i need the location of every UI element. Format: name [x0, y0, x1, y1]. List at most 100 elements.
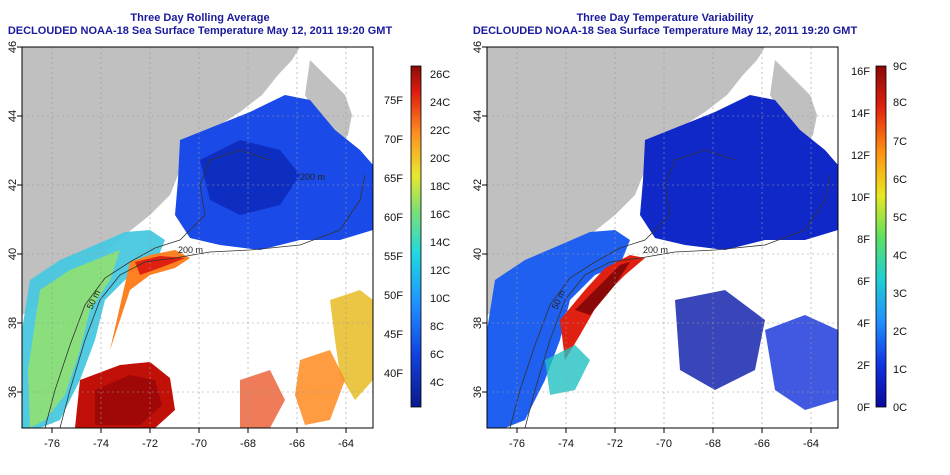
y-tick-label: 42: [7, 179, 19, 191]
contour-50m: [509, 149, 736, 428]
fahrenheit-scale: 16F 14F 12F 10F 8F 6F 4F 2F 0F: [851, 66, 870, 414]
f-tick-label: 2F: [857, 360, 870, 372]
f-tick-label: 70F: [384, 134, 403, 146]
left-title: Three Day Rolling Average: [130, 12, 270, 24]
c-tick-label: 22C: [430, 125, 450, 137]
x-tick-label: -66: [754, 438, 770, 450]
y-tick-label: 46: [7, 41, 19, 53]
plot-border: [21, 46, 374, 429]
x-tick-label: -70: [656, 438, 672, 450]
map-graticule: [22, 47, 373, 428]
x-tick-label: -74: [558, 438, 574, 450]
gulf-stream-core: [95, 375, 162, 425]
f-tick-label: 4F: [857, 318, 870, 330]
x-tick-label: -70: [191, 438, 207, 450]
c-tick-label: 16C: [430, 209, 450, 221]
f-tick-label: 16F: [851, 66, 870, 78]
y-tick-label: 36: [472, 386, 484, 398]
c-tick-label: 26C: [430, 69, 450, 81]
celsius-scale: 9C 8C 7C 6C 5C 4C 3C 2C 1C 0C: [893, 61, 907, 414]
left-map: 200 m 200 m 50 m -76 -74 -72 -70 -68 -66…: [7, 41, 450, 450]
fahrenheit-scale: 75F 70F 65F 60F 55F 50F 45F 40F: [384, 95, 403, 380]
f-tick-label: 40F: [384, 368, 403, 380]
f-tick-label: 0F: [857, 402, 870, 414]
x-axis: -76 -74 -72 -70 -68 -66 -64: [44, 428, 354, 450]
offshore-low: [675, 290, 765, 390]
f-tick-label: 45F: [384, 329, 403, 341]
warm-patch-south: [240, 370, 285, 428]
warm-patch-southeast: [295, 350, 345, 425]
warm-core: [135, 256, 185, 275]
f-tick-label: 55F: [384, 251, 403, 263]
contour-label-1: 200 m: [178, 245, 203, 255]
c-tick-label: 7C: [893, 136, 907, 148]
f-tick-label: 14F: [851, 108, 870, 120]
c-tick-label: 1C: [893, 364, 907, 376]
c-tick-label: 12C: [430, 265, 450, 277]
right-panel: Three Day Temperature Variability DECLOU…: [465, 0, 940, 475]
offshore-east: [765, 315, 838, 410]
y-tick-label: 36: [7, 386, 19, 398]
y-axis: 46 44 42 40 38 36: [7, 41, 22, 398]
c-tick-label: 5C: [893, 212, 907, 224]
contour-200m: [59, 174, 366, 428]
variability-colorbar: [875, 65, 887, 408]
x-axis: -76 -74 -72 -70 -68 -66 -64: [509, 428, 819, 450]
right-map: 200 m 50 m -76 -74 -72 -70 -68 -66 -64: [472, 41, 907, 450]
shelf-variability: [487, 230, 630, 428]
plot-border: [486, 46, 839, 429]
right-title: Three Day Temperature Variability: [576, 12, 754, 24]
x-tick-label: -72: [142, 438, 158, 450]
y-tick-label: 40: [7, 248, 19, 260]
f-tick-label: 8F: [857, 234, 870, 246]
c-tick-label: 24C: [430, 97, 450, 109]
c-tick-label: 8C: [893, 97, 907, 109]
c-tick-label: 4C: [893, 250, 907, 262]
c-tick-label: 6C: [893, 174, 907, 186]
c-tick-label: 10C: [430, 293, 450, 305]
warm-filament: [110, 250, 190, 350]
f-tick-label: 10F: [851, 192, 870, 204]
y-tick-label: 44: [472, 110, 484, 122]
y-tick-label: 40: [472, 248, 484, 260]
f-tick-label: 50F: [384, 290, 403, 302]
c-tick-label: 14C: [430, 237, 450, 249]
high-variability-core: [575, 262, 630, 315]
right-subtitle: DECLOUDED NOAA-18 Sea Surface Temperatur…: [472, 25, 858, 37]
c-tick-label: 6C: [430, 349, 444, 361]
x-tick-label: -68: [705, 438, 721, 450]
x-tick-label: -72: [607, 438, 623, 450]
c-tick-label: 3C: [893, 288, 907, 300]
f-tick-label: 60F: [384, 212, 403, 224]
cold-core: [200, 140, 300, 215]
x-tick-label: -64: [338, 438, 354, 450]
c-tick-label: 2C: [893, 326, 907, 338]
x-tick-label: -76: [509, 438, 525, 450]
x-tick-label: -74: [93, 438, 109, 450]
x-tick-label: -66: [289, 438, 305, 450]
x-tick-label: -76: [44, 438, 60, 450]
celsius-scale: 26C 24C 22C 20C 18C 16C 14C 12C 10C 8C 6…: [430, 69, 450, 389]
contour-200m: [524, 174, 831, 428]
f-tick-label: 6F: [857, 276, 870, 288]
c-tick-label: 9C: [893, 61, 907, 73]
y-tick-label: 38: [7, 317, 19, 329]
left-subtitle: DECLOUDED NOAA-18 Sea Surface Temperatur…: [7, 25, 393, 37]
y-tick-label: 46: [472, 41, 484, 53]
contour-label-2: 200 m: [300, 172, 325, 182]
x-tick-label: -64: [803, 438, 819, 450]
shelf-water-warm: [28, 250, 120, 428]
c-tick-label: 18C: [430, 181, 450, 193]
contour-50m: [44, 149, 271, 428]
y-axis: 46 44 42 40 38 36: [472, 41, 487, 398]
f-tick-label: 65F: [384, 173, 403, 185]
x-tick-label: -68: [240, 438, 256, 450]
y-tick-label: 44: [7, 110, 19, 122]
left-panel: Three Day Rolling Average DECLOUDED NOAA…: [7, 12, 450, 450]
gulf-of-maine-variability: [640, 95, 838, 250]
map-graticule: [487, 47, 838, 428]
f-tick-label: 12F: [851, 150, 870, 162]
y-tick-label: 38: [472, 317, 484, 329]
contour-label-1: 200 m: [643, 245, 668, 255]
sst-colorbar: [410, 65, 422, 408]
